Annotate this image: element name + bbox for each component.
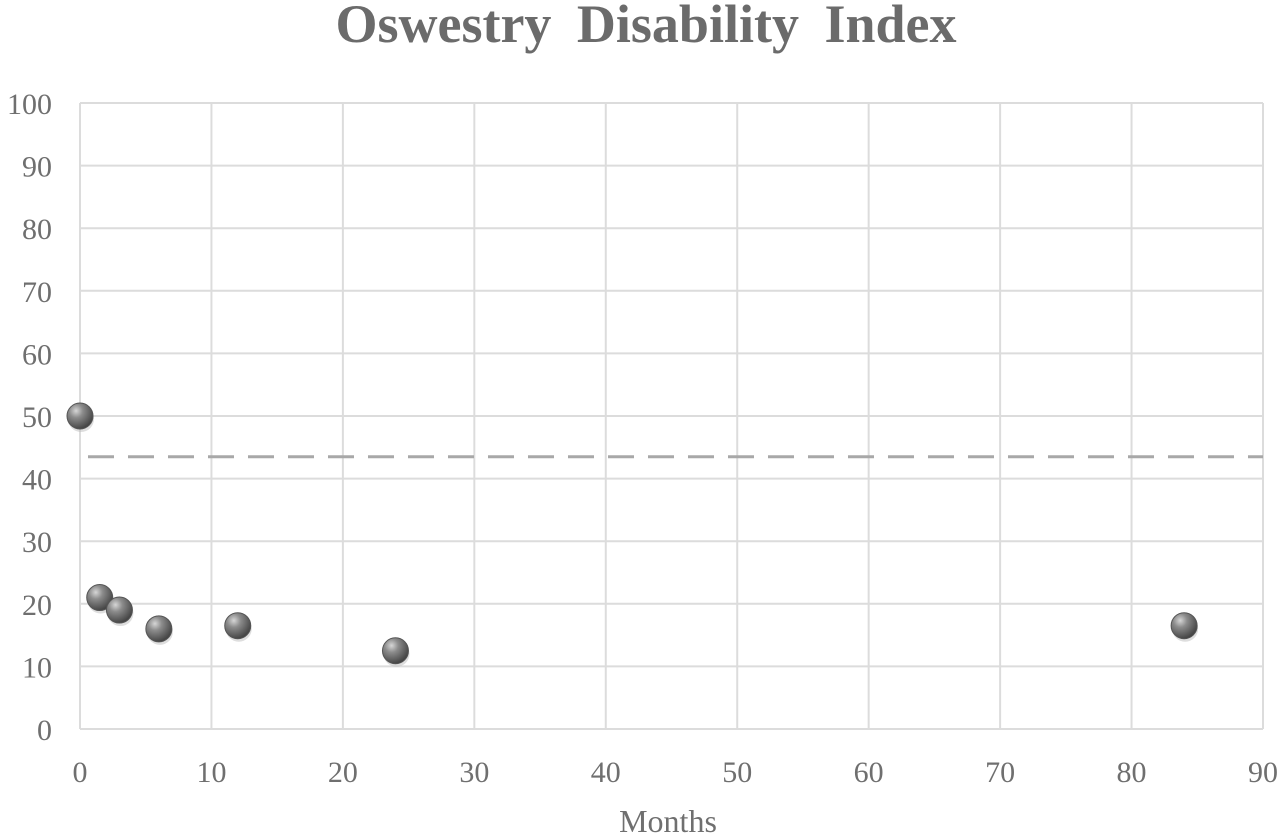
data-point — [224, 612, 252, 640]
y-tick-label: 20 — [22, 589, 52, 622]
data-point — [381, 637, 409, 665]
x-tick-label: 10 — [196, 756, 226, 789]
y-tick-label: 70 — [22, 276, 52, 309]
y-axis-ticks: 0 10 20 30 40 50 60 70 80 90 100 — [7, 88, 52, 747]
x-tick-label: 40 — [591, 756, 621, 789]
y-tick-label: 90 — [22, 151, 52, 184]
data-point — [1170, 612, 1198, 640]
x-tick-label: 50 — [722, 756, 752, 789]
data-point — [145, 615, 173, 643]
x-tick-label: 0 — [73, 756, 88, 789]
y-tick-label: 0 — [37, 714, 52, 747]
x-axis-ticks: 0 10 20 30 40 50 60 70 80 90 — [73, 756, 1279, 789]
y-tick-label: 30 — [22, 526, 52, 559]
x-tick-label: 60 — [854, 756, 884, 789]
x-tick-label: 80 — [1117, 756, 1147, 789]
y-tick-label: 50 — [22, 401, 52, 434]
y-tick-label: 80 — [22, 213, 52, 246]
y-tick-label: 10 — [22, 651, 52, 684]
chart-title: Oswestry Disability Index — [335, 0, 956, 54]
x-tick-label: 30 — [459, 756, 489, 789]
data-point — [66, 402, 94, 430]
y-tick-label: 40 — [22, 464, 52, 497]
y-tick-label: 60 — [22, 338, 52, 371]
x-tick-label: 90 — [1248, 756, 1278, 789]
x-tick-label: 20 — [328, 756, 358, 789]
x-axis-label: Months — [619, 803, 717, 837]
gridlines — [79, 102, 1264, 730]
data-point — [86, 584, 114, 612]
y-tick-label: 100 — [7, 88, 52, 121]
data-points — [66, 402, 1199, 667]
x-tick-label: 70 — [985, 756, 1015, 789]
data-point — [105, 596, 133, 624]
